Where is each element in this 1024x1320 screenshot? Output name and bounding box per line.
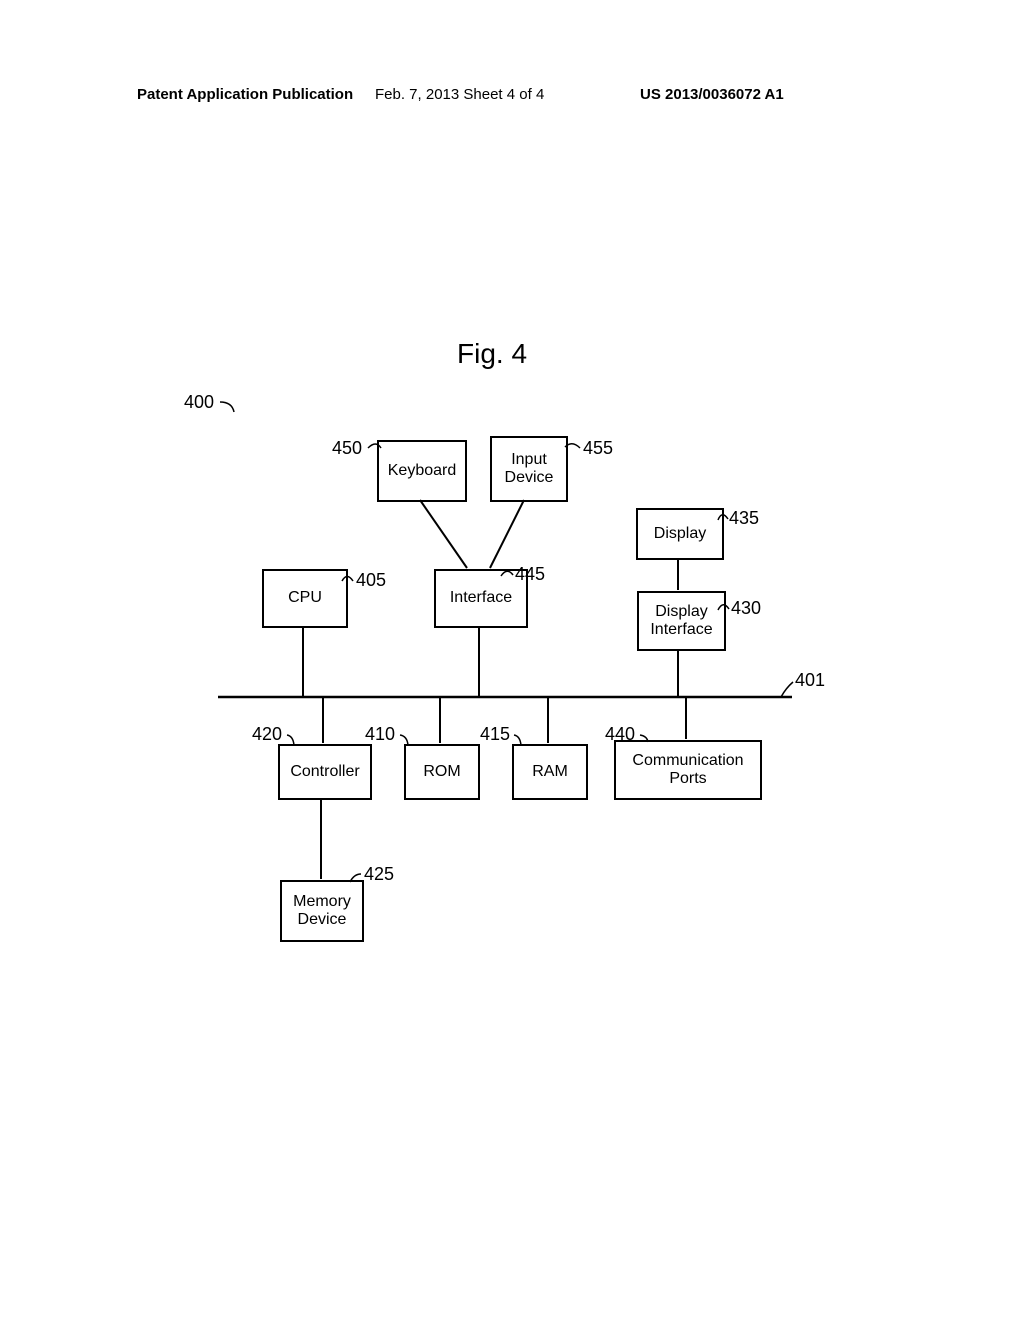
connection-lines (0, 0, 1024, 1320)
page: Patent Application Publication Feb. 7, 2… (0, 0, 1024, 1320)
